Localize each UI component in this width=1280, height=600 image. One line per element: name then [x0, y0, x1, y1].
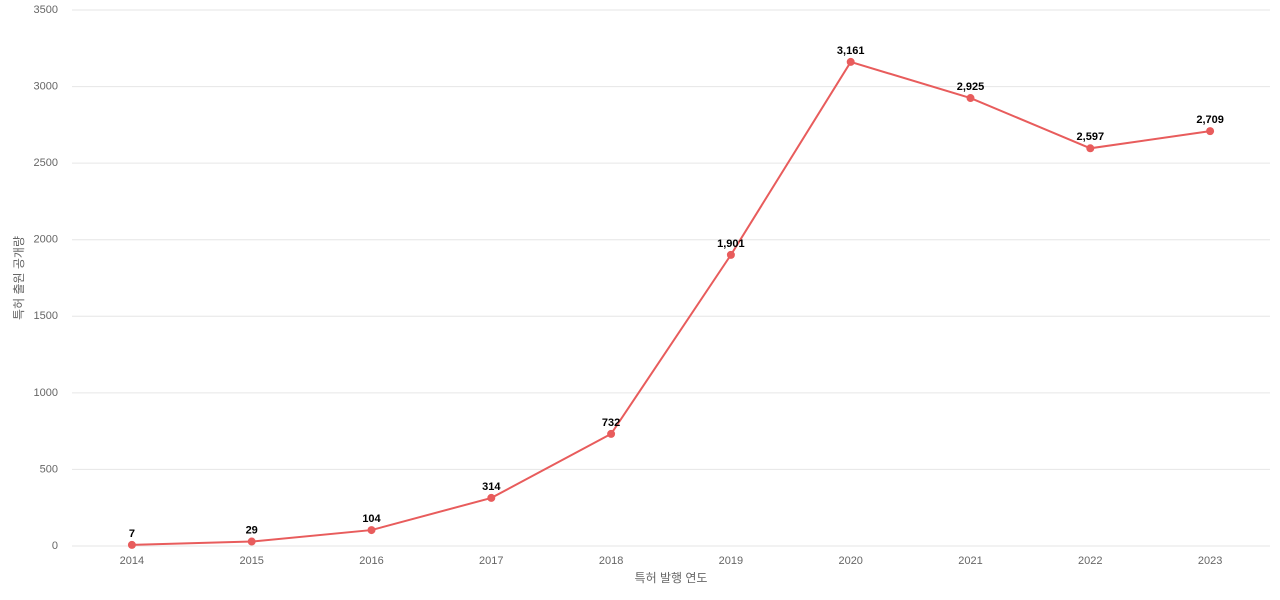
- y-tick-label: 1000: [34, 387, 58, 399]
- x-tick-label: 2022: [1078, 555, 1102, 567]
- value-label: 7: [129, 528, 135, 540]
- point: [247, 537, 256, 546]
- value-label: 2,709: [1196, 114, 1224, 126]
- x-tick-label: 2016: [359, 555, 383, 567]
- y-tick-label: 500: [40, 463, 58, 475]
- value-label: 3,161: [837, 45, 865, 57]
- x-tick-label: 2014: [120, 555, 144, 567]
- point: [127, 540, 136, 549]
- y-tick-label: 2500: [34, 157, 58, 169]
- point: [607, 429, 616, 438]
- line: [131, 60, 1211, 546]
- x-axis-label: 특허 발행 연도: [635, 570, 708, 585]
- value-label: 29: [246, 524, 258, 536]
- x-tick-label: 2020: [838, 555, 862, 567]
- point: [367, 526, 376, 535]
- y-tick-label: 3500: [34, 4, 58, 16]
- point: [726, 250, 735, 259]
- x-tick-label: 2015: [239, 555, 263, 567]
- x-tick-label: 2021: [958, 555, 982, 567]
- y-axis-label: 특허 출원 공개량: [12, 236, 26, 320]
- x-tick-label: 2017: [479, 555, 503, 567]
- value-label: 314: [482, 481, 501, 493]
- x-tick-label: 2019: [719, 555, 743, 567]
- value-label: 1,901: [717, 238, 745, 250]
- point: [1206, 127, 1215, 136]
- y-tick-label: 1500: [34, 310, 58, 322]
- y-tick-label: 2000: [34, 234, 58, 246]
- point: [487, 493, 496, 502]
- value-label: 732: [602, 417, 620, 429]
- x-tick-label: 2018: [599, 555, 623, 567]
- point: [846, 57, 855, 66]
- y-tick-label: 0: [52, 540, 58, 552]
- value-label: 2,597: [1077, 131, 1105, 143]
- y-tick-label: 3000: [34, 80, 58, 92]
- value-label: 104: [362, 513, 381, 525]
- value-label: 2,925: [957, 81, 985, 93]
- x-tick-label: 2023: [1198, 555, 1222, 567]
- point: [966, 94, 975, 103]
- point: [1086, 144, 1095, 153]
